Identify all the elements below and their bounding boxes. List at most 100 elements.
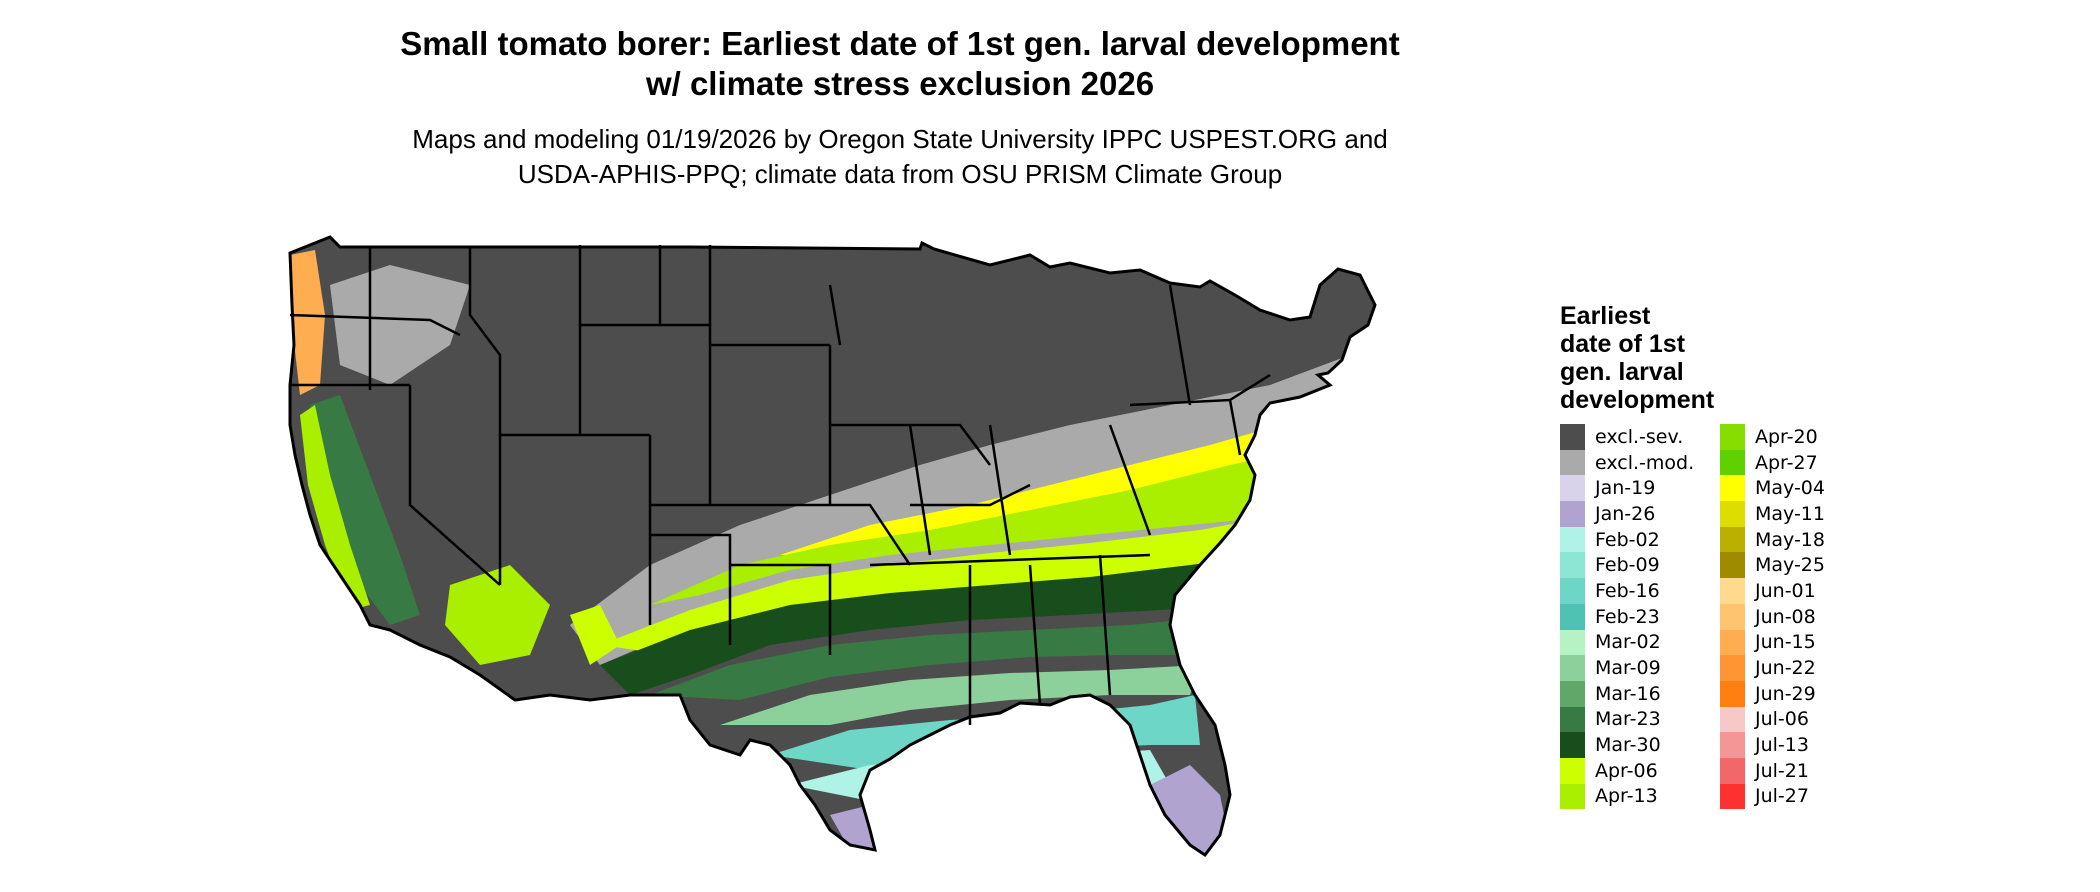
- legend-swatch: [1560, 603, 1585, 630]
- legend-item: Apr-20: [1720, 424, 1880, 450]
- legend-label: Jun-29: [1755, 682, 1816, 705]
- legend-item: Jan-19: [1560, 475, 1720, 502]
- legend-swatch: [1720, 757, 1745, 784]
- legend-swatch: [1720, 475, 1745, 502]
- legend-item: Jun-29: [1720, 680, 1880, 707]
- legend-swatch: [1560, 732, 1585, 758]
- legend-label: Mar-23: [1595, 708, 1661, 731]
- legend-item: Apr-13: [1560, 783, 1720, 810]
- legend-label: May-04: [1755, 477, 1825, 500]
- arizona-patch: [445, 565, 550, 665]
- legend-label: Jul-13: [1755, 734, 1809, 757]
- legend-item: Jun-22: [1720, 655, 1880, 681]
- legend-item: Jul-27: [1720, 783, 1880, 810]
- legend-label: Feb-23: [1595, 605, 1660, 628]
- legend-swatch: [1720, 552, 1745, 579]
- legend-swatch: [1560, 757, 1585, 784]
- legend-columns: excl.-sev. excl.-mod. Jan-19 Jan-26 Feb-02 Fe…: [1560, 424, 1880, 810]
- legend-item: Apr-06: [1560, 757, 1720, 784]
- legend-label: Jun-08: [1755, 605, 1816, 628]
- subtitle-line-1: Maps and modeling 01/19/2026 by Oregon S…: [412, 124, 1388, 154]
- title-line-2: w/ climate stress exclusion 2026: [645, 65, 1155, 102]
- legend-item: Apr-27: [1720, 449, 1880, 476]
- legend-item: Jun-08: [1720, 603, 1880, 630]
- legend-swatch: [1560, 706, 1585, 733]
- legend-item: Mar-16: [1560, 680, 1720, 707]
- legend-label: Jun-01: [1755, 579, 1816, 602]
- legend-swatch: [1720, 732, 1745, 758]
- subtitle-line-2: USDA-APHIS-PPQ; climate data from OSU PR…: [517, 159, 1283, 189]
- title-line-1: Small tomato borer: Earliest date of 1st…: [400, 25, 1400, 62]
- legend-swatch: [1560, 552, 1585, 579]
- legend-swatch: [1560, 449, 1585, 476]
- mar-09-band: [720, 665, 1200, 725]
- legend-swatch: [1720, 629, 1745, 656]
- legend-item: excl.-mod.: [1560, 449, 1720, 476]
- legend-label: Apr-13: [1595, 785, 1658, 808]
- legend-label: Jun-22: [1755, 657, 1816, 680]
- legend-label: Apr-20: [1755, 425, 1818, 448]
- legend-label: Jan-19: [1595, 477, 1656, 500]
- legend-item: Feb-02: [1560, 526, 1720, 553]
- legend-item: May-25: [1720, 552, 1880, 579]
- legend-item: May-18: [1720, 526, 1880, 553]
- california-valley: [310, 395, 420, 625]
- may-04-band: [780, 425, 1300, 555]
- legend-swatch: [1560, 629, 1585, 656]
- legend-label: Feb-09: [1595, 554, 1660, 577]
- legend-swatch: [1560, 783, 1585, 810]
- legend-title-line: date of 1st: [1560, 330, 1686, 358]
- legend-item: Jul-13: [1720, 732, 1880, 758]
- legend-swatch: [1560, 526, 1585, 553]
- legend-swatch: [1560, 578, 1585, 604]
- legend-swatch: [1720, 603, 1745, 630]
- legend-item: May-11: [1720, 501, 1880, 527]
- legend: Earliest date of 1st gen. larval develop…: [1560, 302, 1880, 810]
- legend-column-2: Apr-20 Apr-27 May-04 May-11 May-18 May-25 Jun-…: [1720, 424, 1880, 810]
- legend-item: Mar-23: [1560, 706, 1720, 733]
- new-mexico-patch: [570, 605, 620, 665]
- legend-column-1: excl.-sev. excl.-mod. Jan-19 Jan-26 Feb-02 Fe…: [1560, 424, 1720, 810]
- legend-label: Apr-06: [1595, 759, 1658, 782]
- pacific-northwest-coast: [290, 250, 325, 395]
- legend-swatch: [1720, 424, 1745, 450]
- legend-label: May-18: [1755, 528, 1825, 551]
- legend-swatch: [1720, 578, 1745, 604]
- california-coast: [300, 405, 370, 610]
- legend-label: Mar-09: [1595, 657, 1661, 680]
- legend-title-line: gen. larval: [1560, 358, 1684, 386]
- legend-item: Mar-02: [1560, 629, 1720, 656]
- legend-swatch: [1720, 680, 1745, 707]
- legend-label: excl.-mod.: [1595, 451, 1695, 474]
- legend-label: Mar-16: [1595, 682, 1661, 705]
- legend-swatch: [1720, 449, 1745, 476]
- legend-swatch: [1560, 475, 1585, 502]
- moderate-exclusion-northwest: [330, 265, 470, 385]
- state-borders: [289, 245, 1271, 725]
- legend-swatch: [1560, 424, 1585, 450]
- legend-label: May-25: [1755, 554, 1825, 577]
- legend-label: Jun-15: [1755, 631, 1816, 654]
- legend-title-line: Earliest: [1560, 302, 1651, 330]
- legend-item: Jun-01: [1720, 578, 1880, 604]
- legend-label: excl.-sev.: [1595, 425, 1684, 448]
- legend-item: Jun-15: [1720, 629, 1880, 656]
- legend-item: Mar-30: [1560, 732, 1720, 758]
- legend-swatch: [1560, 680, 1585, 707]
- legend-label: Jan-26: [1595, 502, 1656, 525]
- legend-swatch: [1720, 655, 1745, 681]
- legend-label: May-11: [1755, 502, 1825, 525]
- legend-label: Jul-27: [1755, 785, 1809, 808]
- legend-swatch: [1720, 783, 1745, 810]
- legend-title-line: development: [1560, 386, 1715, 414]
- legend-swatch: [1720, 501, 1745, 527]
- legend-label: Feb-02: [1595, 528, 1660, 551]
- legend-label: Mar-02: [1595, 631, 1661, 654]
- legend-label: Feb-16: [1595, 579, 1660, 602]
- legend-item: Jan-26: [1560, 501, 1720, 527]
- legend-label: Jul-06: [1755, 708, 1809, 731]
- legend-item: May-04: [1720, 475, 1880, 502]
- legend-item: Jul-21: [1720, 757, 1880, 784]
- legend-item: Jul-06: [1720, 706, 1880, 733]
- legend-swatch: [1560, 501, 1585, 527]
